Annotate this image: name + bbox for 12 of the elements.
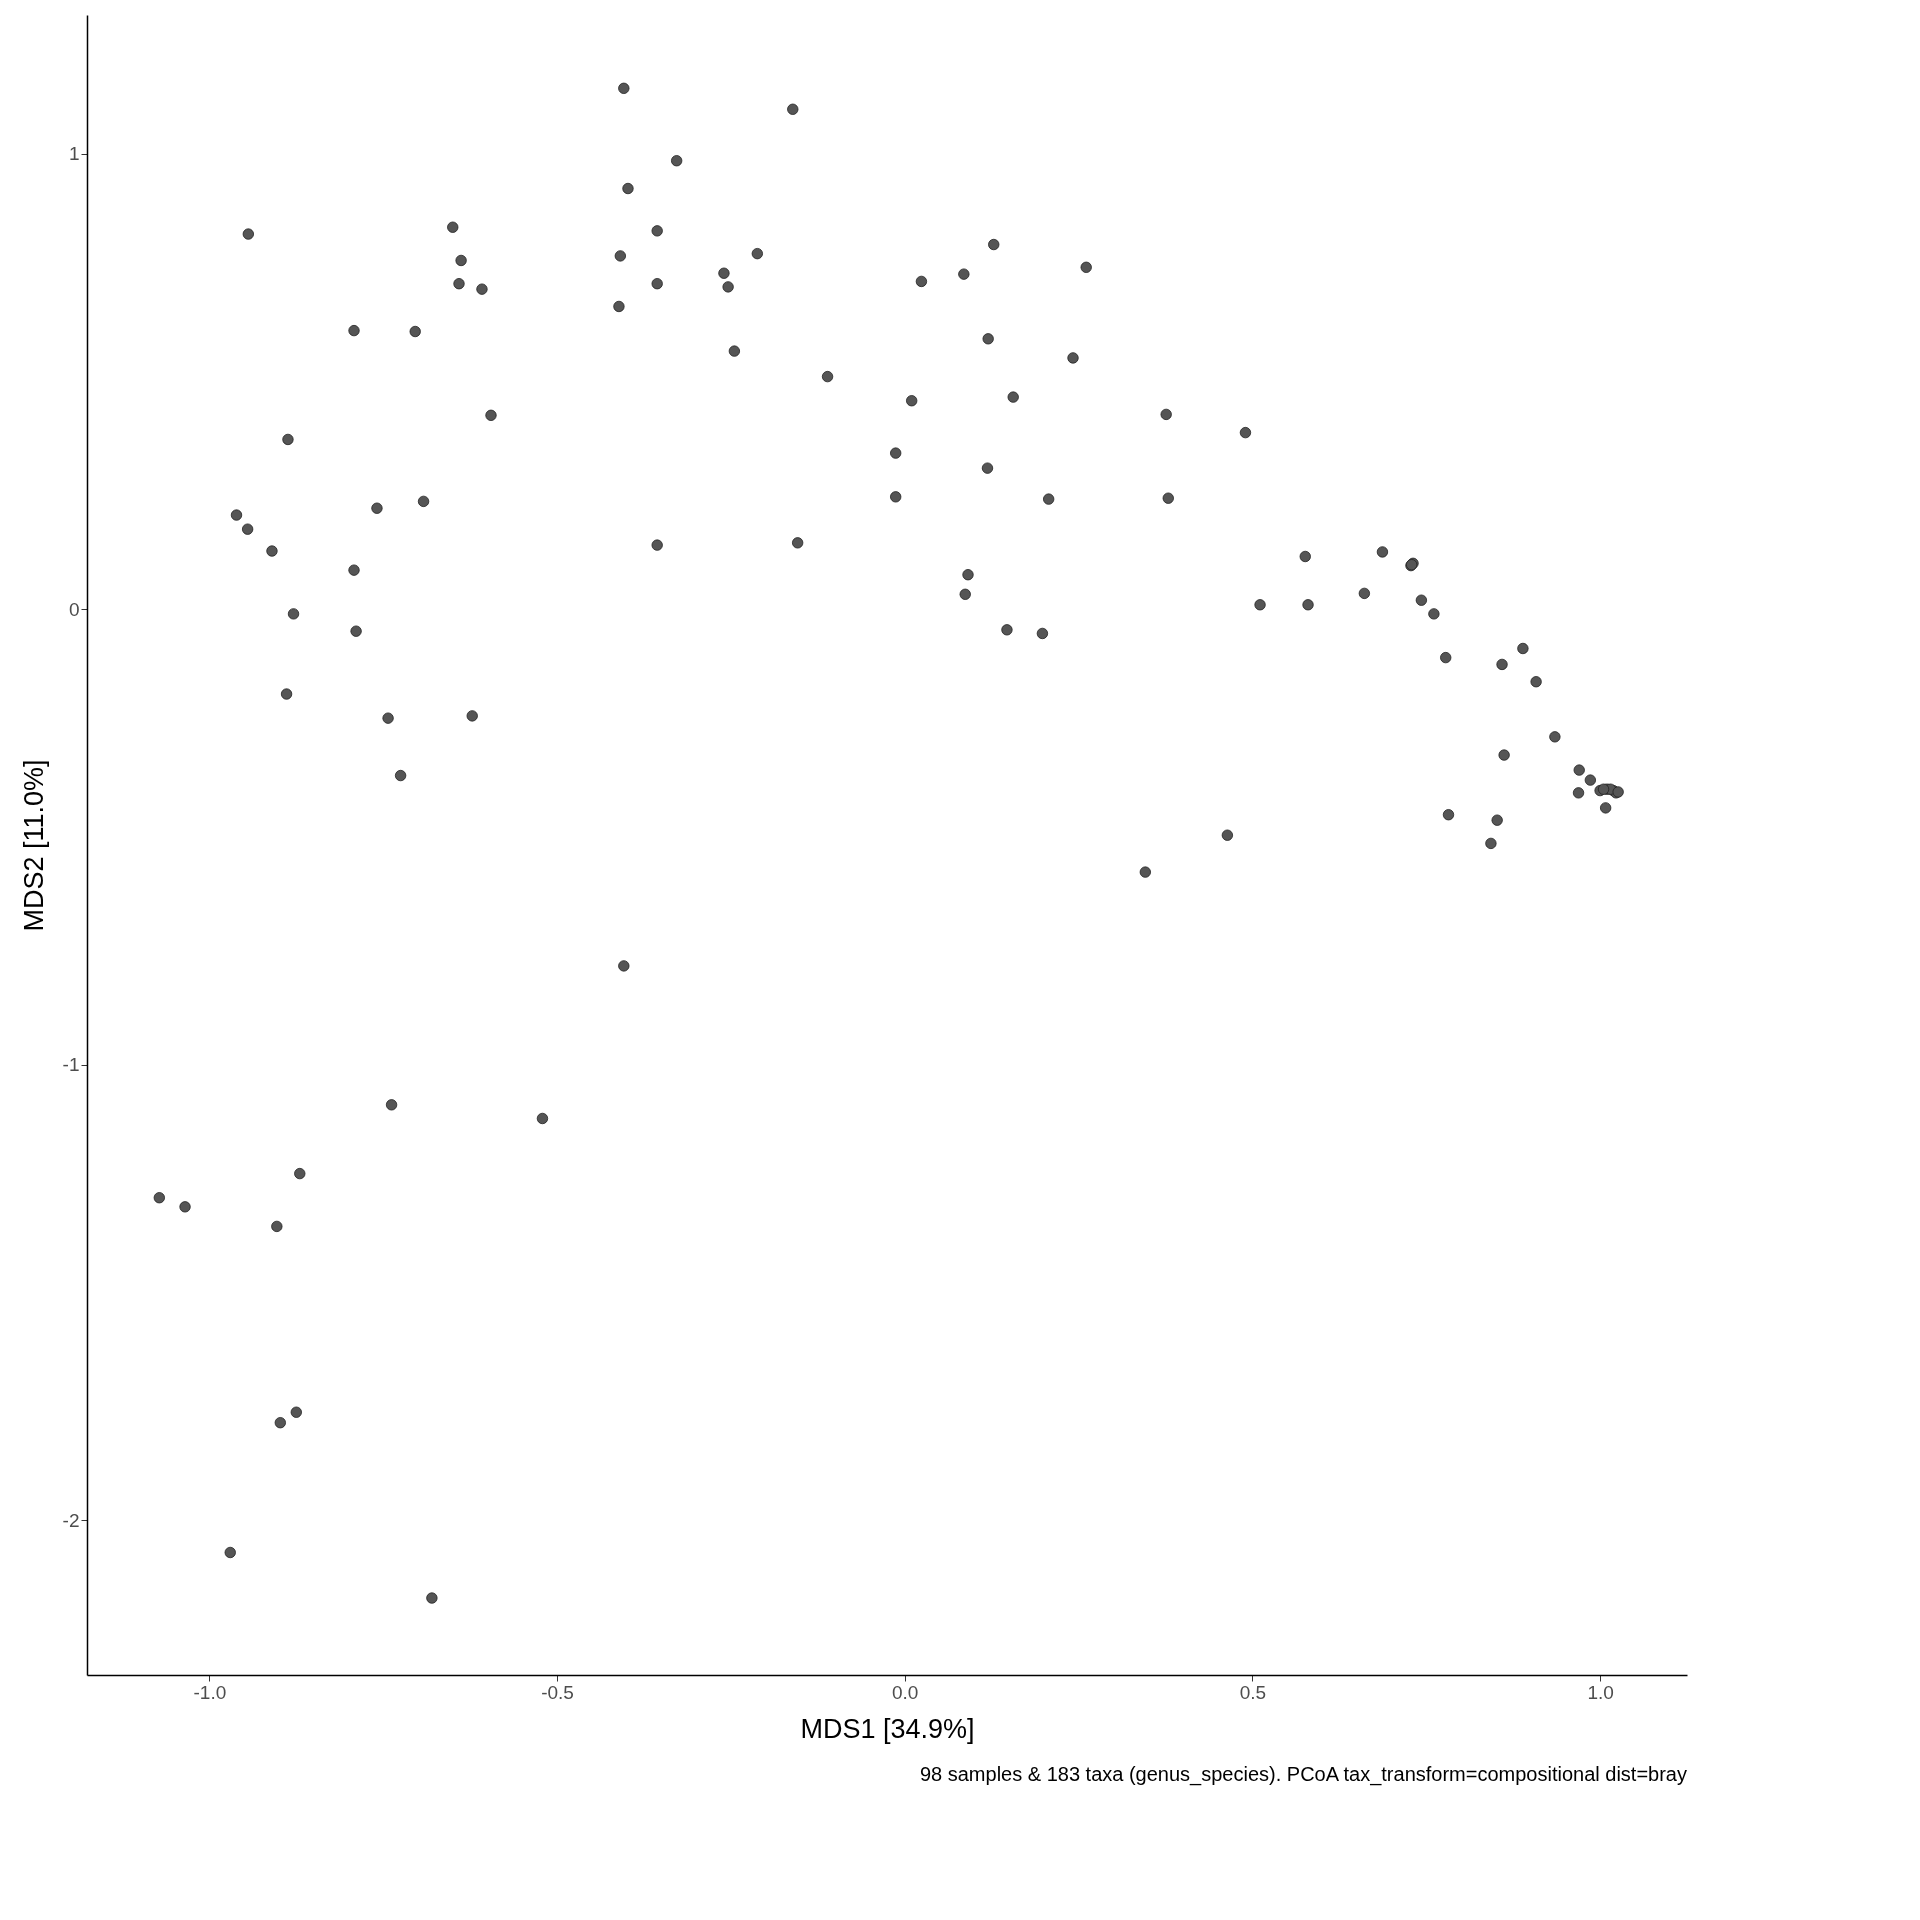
x-tick-label: -0.5 [541, 1681, 574, 1703]
text: 98 samples & 183 taxa (genus_species). PCoA tax_transform=compositional dist=bray [919, 1763, 1687, 1786]
y-tick-label: -2 [62, 1509, 80, 1531]
y-tick-label: 0 [68, 598, 80, 620]
y-tick-label: 1 [68, 143, 80, 165]
x-axis-title: MDS1 [34.9%] [800, 1713, 975, 1744]
x-tick-label: -1.0 [193, 1681, 227, 1703]
y-axis-title: MDS2 [11.0%] [18, 759, 49, 932]
x-tick-label: 1.0 [1587, 1681, 1614, 1703]
x-tick-label: 0.5 [1239, 1681, 1267, 1703]
x-tick-label: 0.0 [892, 1681, 919, 1703]
y-tick-label: -1 [62, 1054, 80, 1076]
